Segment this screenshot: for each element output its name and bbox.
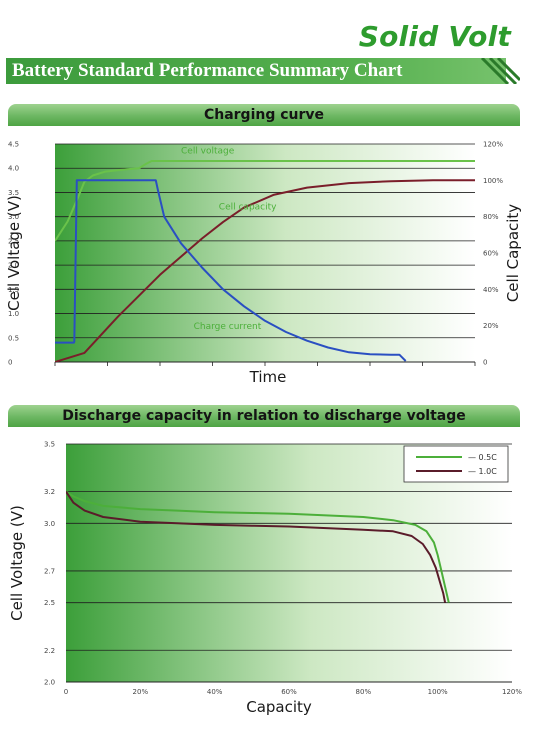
- discharge-title-bar: Discharge capacity in relation to discha…: [8, 405, 520, 427]
- y-tick-label: 1.5: [8, 286, 19, 294]
- y2-tick-label: 60%: [483, 250, 499, 258]
- y-tick-label: 4.5: [8, 141, 19, 149]
- y-tick-label: 3.5: [8, 189, 19, 197]
- x-tick-label: 80%: [356, 688, 372, 696]
- x-axis-title: Time: [249, 368, 287, 386]
- legend-label: — 0.5C: [468, 453, 497, 462]
- chart-title: Charging curve: [203, 107, 325, 123]
- y-tick-label: 3.5: [44, 441, 55, 449]
- x-tick-label: 0: [64, 688, 68, 696]
- x-axis-title: Capacity: [246, 698, 312, 716]
- y2-tick-label: 80%: [483, 213, 499, 221]
- y2-tick-label: 120%: [483, 141, 503, 149]
- x-tick-label: 60%: [281, 688, 297, 696]
- annotation-label: Cell voltage: [181, 147, 235, 157]
- annotation-label: Cell capacity: [219, 202, 277, 212]
- brand-logo-text: Solid Volt: [358, 20, 511, 53]
- y-tick-label: 0: [8, 359, 12, 367]
- y2-tick-label: 0: [483, 359, 487, 367]
- y-tick-label: 3.0: [44, 520, 55, 528]
- charging-curve-chart: 0 0.5 1.0 1.5 2.0 2.5 3.0 3.5 4.0 4.5 0 20% 40% 60% 80…: [5, 141, 522, 387]
- y-tick-label: 4.0: [8, 165, 19, 173]
- y-tick-label: 2.0: [8, 262, 19, 270]
- legend-box: [403, 445, 509, 483]
- x-tick-label: 20%: [133, 688, 149, 696]
- y-tick-label: 2.5: [44, 599, 55, 607]
- chart-title: Discharge capacity in relation to discha…: [62, 408, 466, 424]
- discharge-chart: 2.0 2.2 2.5 2.7 3.0 3.2 3.5 0 20% 40% 60% 80% 100% 12…: [8, 441, 522, 717]
- y-tick-label: 2.2: [44, 647, 55, 655]
- series-line-1-0c: [66, 491, 447, 603]
- x-tick-label: 100%: [428, 688, 448, 696]
- y-tick-label: 3.0: [8, 213, 19, 221]
- summary-header-bar: Battery Standard Performance Summary Cha…: [6, 58, 520, 84]
- series-line-0-5c: [66, 490, 450, 603]
- charge-current-series-line: [55, 179, 407, 362]
- x-tick-label: 120%: [502, 688, 522, 696]
- y-axis-title: Cell Voltage (V): [5, 195, 23, 311]
- cell-voltage-series-line: [55, 160, 475, 242]
- summary-title: Battery Standard Performance Summary Cha…: [12, 60, 403, 81]
- plot-area: [66, 444, 512, 682]
- annotation-label: Charge current: [194, 322, 262, 332]
- y-tick-label: 3.2: [44, 488, 55, 496]
- y2-axis-title: Cell Capacity: [504, 204, 522, 302]
- plot-area: [55, 144, 475, 362]
- y-tick-label: 1.0: [8, 310, 19, 318]
- cell-capacity-series-line: [55, 179, 475, 362]
- y-axis-title: Cell Voltage (V): [8, 505, 26, 621]
- y2-tick-label: 40%: [483, 286, 499, 294]
- legend-label: — 1.0C: [468, 467, 497, 476]
- y-tick-label: 2.5: [8, 237, 19, 245]
- y-tick-label: 2.0: [44, 679, 55, 687]
- y-tick-label: 2.7: [44, 567, 55, 575]
- y2-tick-label: 20%: [483, 322, 499, 330]
- y2-tick-label: 100%: [483, 177, 503, 185]
- charging-curve-title-bar: Charging curve: [8, 104, 520, 126]
- x-tick-label: 40%: [207, 688, 223, 696]
- stripes-decoration-icon: [480, 58, 520, 84]
- y-tick-label: 0.5: [8, 334, 19, 342]
